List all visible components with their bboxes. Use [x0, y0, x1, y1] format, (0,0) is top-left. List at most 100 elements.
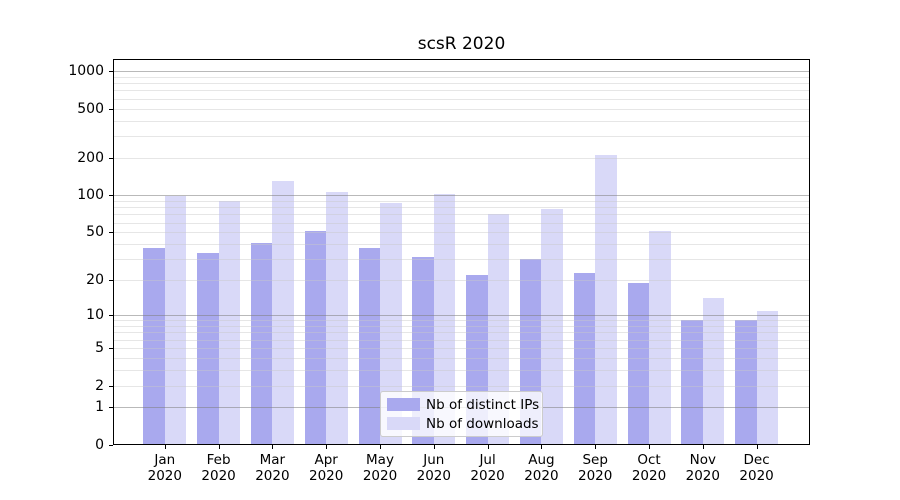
legend-item-distinct-ips: Nb of distinct IPs — [387, 396, 540, 413]
x-tick-may — [380, 445, 381, 449]
gridline-y-6 — [113, 339, 810, 341]
gridline-y-8 — [113, 326, 810, 328]
gridline-y-70 — [113, 214, 810, 216]
gridline-y-4 — [113, 357, 810, 359]
x-tick-label-jun: Jun 2020 — [416, 452, 451, 484]
y-tick-5 — [109, 348, 113, 350]
gridline-y-600 — [113, 98, 810, 100]
x-tick-label-mar: Mar 2020 — [255, 452, 290, 484]
x-tick-apr — [326, 445, 328, 449]
legend-label-downloads: Nb of downloads — [426, 415, 539, 432]
bar-nb-of-downloads-mar — [272, 181, 294, 445]
y-tick-label-500: 500 — [77, 100, 104, 117]
bar-nb-of-downloads-apr — [326, 192, 348, 445]
y-tick-label-1: 1 — [95, 399, 104, 416]
gridlines-layer — [113, 59, 810, 445]
bar-nb-of-downloads-feb — [218, 200, 241, 445]
y-tick-label-5: 5 — [95, 340, 104, 357]
y-tick-50 — [109, 232, 113, 234]
y-tick-1000 — [109, 71, 113, 73]
x-tick-label-nov: Nov 2020 — [685, 452, 720, 484]
bar-nb-of-downloads-jul — [487, 214, 510, 445]
bar-nb-of-distinct-ips-jan — [143, 248, 165, 445]
y-tick-200 — [109, 157, 113, 159]
x-tick-label-dec: Dec 2020 — [739, 452, 774, 484]
x-tick-jul — [487, 445, 489, 449]
y-tick-label-50: 50 — [86, 224, 104, 241]
plot-area — [113, 59, 810, 445]
x-tick-label-apr: Apr 2020 — [309, 452, 344, 484]
bar-nb-of-downloads-oct — [649, 231, 671, 445]
y-tick-label-20: 20 — [86, 272, 104, 289]
gridline-y-300 — [113, 136, 810, 138]
gridline-y-10 — [113, 315, 810, 317]
bar-nb-of-downloads-dec — [756, 310, 779, 445]
gridline-y-800 — [113, 83, 810, 85]
gridline-y-500 — [113, 108, 810, 110]
legend-item-downloads: Nb of downloads — [387, 415, 539, 432]
gridline-y-100 — [113, 195, 810, 197]
bar-nb-of-downloads-sep — [595, 155, 617, 445]
gridline-y-20 — [113, 280, 810, 282]
legend-swatch-distinct-ips — [387, 398, 420, 411]
bar-nb-of-downloads-jan — [164, 195, 187, 445]
bar-nb-of-distinct-ips-apr — [304, 231, 327, 445]
bar-nb-of-distinct-ips-nov — [681, 320, 703, 445]
gridline-y-50 — [113, 232, 810, 234]
gridline-y-5 — [113, 348, 810, 350]
gridline-y-90 — [113, 200, 810, 202]
y-tick-0 — [109, 445, 113, 446]
bar-nb-of-distinct-ips-oct — [627, 282, 649, 445]
bar-nb-of-downloads-aug — [541, 208, 563, 445]
y-tick-10 — [109, 315, 113, 317]
x-tick-jan — [164, 445, 166, 449]
y-tick-500 — [109, 108, 113, 110]
gridline-y-1000 — [113, 71, 810, 73]
bar-nb-of-distinct-ips-may — [358, 248, 380, 445]
gridline-y-3 — [113, 369, 810, 371]
bar-nb-of-downloads-jun — [433, 194, 456, 445]
gridline-y-400 — [113, 120, 810, 122]
x-tick-label-sep: Sep 2020 — [578, 452, 613, 484]
x-tick-label-aug: Aug 2020 — [524, 452, 559, 484]
y-tick-label-10: 10 — [86, 307, 104, 324]
y-tick-100 — [109, 195, 113, 197]
gridline-y-80 — [113, 207, 810, 209]
x-tick-jun — [433, 445, 435, 449]
y-tick-20 — [109, 280, 113, 282]
gridline-y-2 — [113, 385, 810, 387]
bar-nb-of-downloads-may — [380, 203, 402, 445]
x-tick-label-jan: Jan 2020 — [147, 452, 182, 484]
x-tick-feb — [218, 445, 220, 449]
x-tick-dec — [756, 445, 758, 449]
y-tick-1 — [109, 407, 113, 409]
gridline-y-30 — [113, 259, 810, 261]
bar-nb-of-distinct-ips-dec — [735, 320, 757, 445]
gridline-y-40 — [113, 244, 810, 245]
x-tick-sep — [595, 445, 597, 449]
x-tick-nov — [702, 445, 704, 449]
gridline-y-60 — [113, 222, 810, 224]
x-tick-label-feb: Feb 2020 — [201, 452, 236, 484]
x-tick-label-may: May 2020 — [362, 452, 398, 484]
legend-label-distinct-ips: Nb of distinct IPs — [426, 396, 540, 413]
gridline-y-9 — [113, 320, 810, 322]
bar-nb-of-distinct-ips-feb — [197, 252, 219, 445]
y-tick-label-200: 200 — [77, 149, 104, 166]
x-tick-mar — [272, 445, 274, 449]
gridline-y-7 — [113, 332, 810, 334]
y-tick-label-0: 0 — [95, 437, 104, 453]
y-tick-label-100: 100 — [77, 187, 104, 204]
y-tick-label-1000: 1000 — [68, 63, 104, 80]
y-tick-label-2: 2 — [95, 377, 104, 394]
chart-title: scsR 2020 — [417, 34, 506, 54]
x-tick-label-jul: Jul 2020 — [470, 452, 505, 484]
x-tick-label-oct: Oct 2020 — [631, 452, 667, 484]
legend: Nb of distinct IPs Nb of downloads — [380, 391, 543, 437]
legend-swatch-downloads — [387, 417, 420, 430]
gridline-y-200 — [113, 157, 810, 159]
gridline-y-900 — [113, 76, 810, 78]
x-tick-aug — [541, 445, 543, 449]
gridline-y-700 — [113, 90, 810, 92]
